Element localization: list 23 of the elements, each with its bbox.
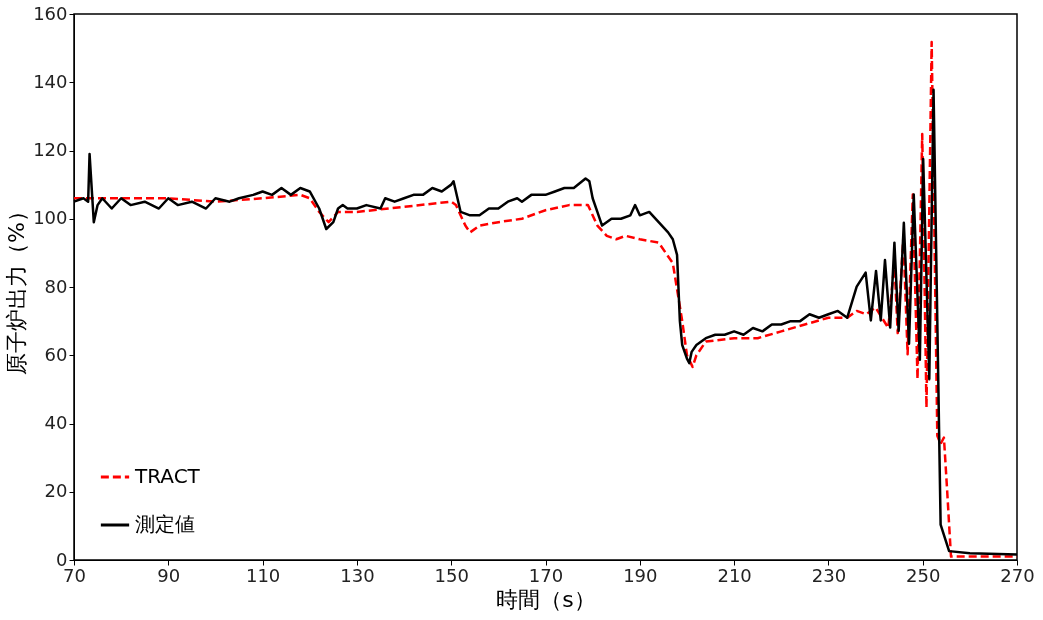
x-tick-label: 150 xyxy=(434,564,469,586)
y-tick-label: 20 xyxy=(44,480,68,502)
y-tick-label: 40 xyxy=(44,412,68,433)
x-tick-label: 270 xyxy=(1000,564,1035,586)
legend-label: 測定値 xyxy=(135,512,195,536)
y-tick-label: 0 xyxy=(56,548,68,570)
y-tick-label: 160 xyxy=(33,2,68,24)
x-tick-label: 250 xyxy=(906,564,941,586)
y-tick-label: 140 xyxy=(33,70,68,92)
y-axis-title: 原子炉出力（%） xyxy=(4,200,30,375)
x-tick-label: 170 xyxy=(528,564,564,586)
x-tick-label: 90 xyxy=(157,564,181,586)
x-tick-label: 230 xyxy=(811,564,847,586)
x-tick-label: 130 xyxy=(340,564,375,586)
x-axis-title: 時間（s） xyxy=(496,586,596,612)
y-tick-label: 120 xyxy=(33,139,68,160)
y-tick-label: 100 xyxy=(33,207,68,229)
y-tick-label: 60 xyxy=(44,343,68,365)
legend-label: TRACT xyxy=(134,464,201,488)
x-tick-label: 190 xyxy=(623,564,658,586)
y-tick-label: 80 xyxy=(44,275,68,297)
x-tick-label: 110 xyxy=(245,564,281,586)
x-tick-label: 210 xyxy=(717,564,752,586)
